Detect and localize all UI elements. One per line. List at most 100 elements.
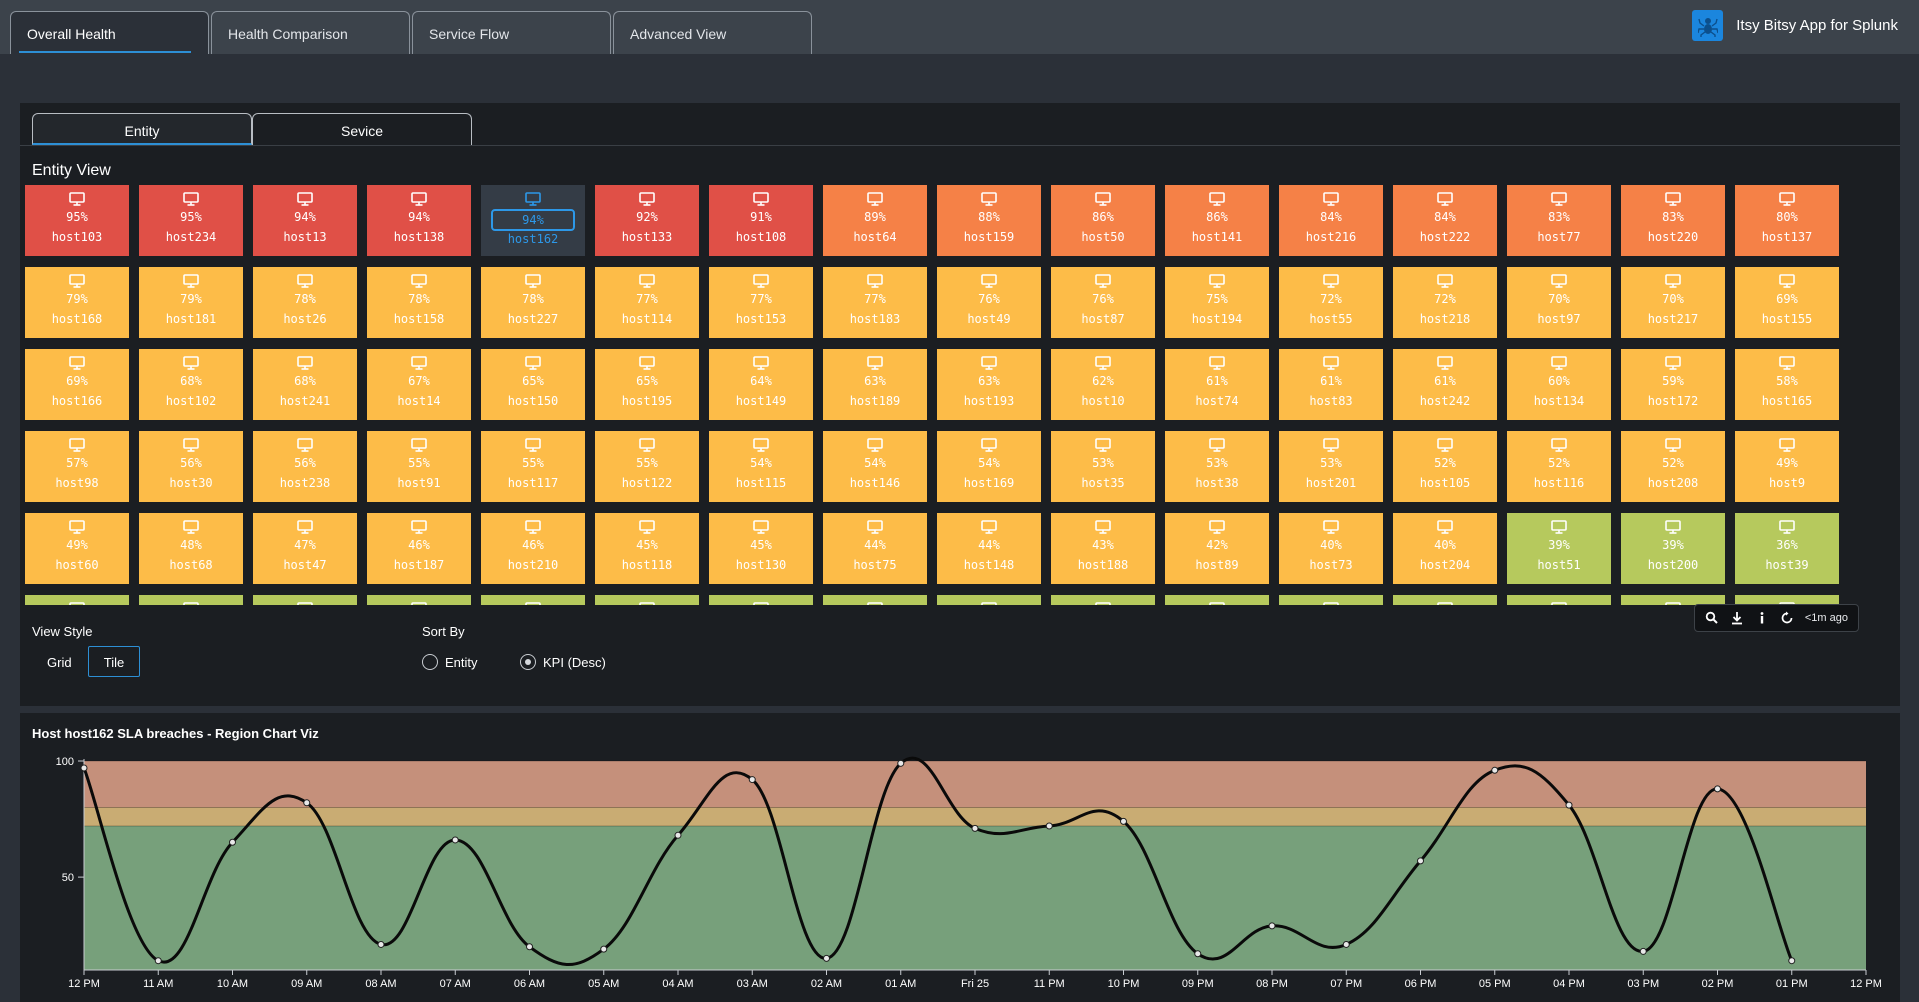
entity-tile-host242[interactable]: 61% host242: [1393, 349, 1497, 420]
sort-kpi-desc-radio[interactable]: KPI (Desc): [520, 654, 606, 670]
info-icon[interactable]: [1755, 611, 1769, 625]
entity-tile-host103[interactable]: 95% host103: [25, 185, 129, 256]
entity-tile-partial[interactable]: [1735, 595, 1839, 605]
entity-tile-host117[interactable]: 55% host117: [481, 431, 585, 502]
entity-tile-host166[interactable]: 69% host166: [25, 349, 129, 420]
entity-tile-host165[interactable]: 58% host165: [1735, 349, 1839, 420]
entity-tile-host238[interactable]: 56% host238: [253, 431, 357, 502]
entity-tile-host115[interactable]: 54% host115: [709, 431, 813, 502]
entity-tile-host168[interactable]: 79% host168: [25, 267, 129, 338]
entity-tile-host195[interactable]: 65% host195: [595, 349, 699, 420]
entity-tile-host208[interactable]: 52% host208: [1621, 431, 1725, 502]
entity-tile-host105[interactable]: 52% host105: [1393, 431, 1497, 502]
entity-tile-partial[interactable]: [139, 595, 243, 605]
entity-tile-partial[interactable]: [1279, 595, 1383, 605]
entity-tile-host194[interactable]: 75% host194: [1165, 267, 1269, 338]
entity-tile-host193[interactable]: 63% host193: [937, 349, 1041, 420]
entity-tile-host49[interactable]: 76% host49: [937, 267, 1041, 338]
entity-tile-host216[interactable]: 84% host216: [1279, 185, 1383, 256]
entity-tile-host50[interactable]: 86% host50: [1051, 185, 1155, 256]
entity-tile-host9[interactable]: 49% host9: [1735, 431, 1839, 502]
entity-tile-host83[interactable]: 61% host83: [1279, 349, 1383, 420]
entity-tile-host114[interactable]: 77% host114: [595, 267, 699, 338]
view-style-grid-button[interactable]: Grid: [47, 655, 72, 670]
entity-tile-host73[interactable]: 40% host73: [1279, 513, 1383, 584]
entity-tile-partial[interactable]: [1165, 595, 1269, 605]
search-icon[interactable]: [1705, 611, 1719, 625]
entity-tile-host183[interactable]: 77% host183: [823, 267, 927, 338]
entity-tile-host138[interactable]: 94% host138: [367, 185, 471, 256]
entity-tile-partial[interactable]: [1051, 595, 1155, 605]
entity-tile-host159[interactable]: 88% host159: [937, 185, 1041, 256]
entity-tile-partial[interactable]: [709, 595, 813, 605]
entity-tile-host222[interactable]: 84% host222: [1393, 185, 1497, 256]
entity-tile-host146[interactable]: 54% host146: [823, 431, 927, 502]
subtab-entity[interactable]: Entity: [32, 113, 252, 145]
entity-tile-host217[interactable]: 70% host217: [1621, 267, 1725, 338]
tab-overall-health[interactable]: Overall Health: [10, 11, 209, 54]
entity-tile-host87[interactable]: 76% host87: [1051, 267, 1155, 338]
entity-tile-host39[interactable]: 36% host39: [1735, 513, 1839, 584]
entity-tile-host38[interactable]: 53% host38: [1165, 431, 1269, 502]
view-style-tile-button[interactable]: Tile: [88, 646, 140, 677]
entity-tile-host133[interactable]: 92% host133: [595, 185, 699, 256]
entity-tile-host241[interactable]: 68% host241: [253, 349, 357, 420]
entity-tile-host187[interactable]: 46% host187: [367, 513, 471, 584]
entity-tile-host75[interactable]: 44% host75: [823, 513, 927, 584]
entity-tile-host210[interactable]: 46% host210: [481, 513, 585, 584]
tab-service-flow[interactable]: Service Flow: [412, 11, 611, 54]
entity-tile-host60[interactable]: 49% host60: [25, 513, 129, 584]
entity-tile-host234[interactable]: 95% host234: [139, 185, 243, 256]
entity-tile-host26[interactable]: 78% host26: [253, 267, 357, 338]
entity-tile-partial[interactable]: [1621, 595, 1725, 605]
entity-tile-host141[interactable]: 86% host141: [1165, 185, 1269, 256]
entity-tile-host227[interactable]: 78% host227: [481, 267, 585, 338]
download-icon[interactable]: [1730, 611, 1744, 625]
entity-tile-host98[interactable]: 57% host98: [25, 431, 129, 502]
entity-tile-host130[interactable]: 45% host130: [709, 513, 813, 584]
entity-tile-host30[interactable]: 56% host30: [139, 431, 243, 502]
entity-tile-host116[interactable]: 52% host116: [1507, 431, 1611, 502]
entity-tile-host102[interactable]: 68% host102: [139, 349, 243, 420]
entity-tile-host162[interactable]: 94% host162: [481, 185, 585, 256]
entity-tile-partial[interactable]: [595, 595, 699, 605]
entity-tile-host149[interactable]: 64% host149: [709, 349, 813, 420]
entity-tile-host153[interactable]: 77% host153: [709, 267, 813, 338]
entity-tile-host68[interactable]: 48% host68: [139, 513, 243, 584]
entity-tile-partial[interactable]: [1393, 595, 1497, 605]
entity-tile-host89[interactable]: 42% host89: [1165, 513, 1269, 584]
entity-tile-host118[interactable]: 45% host118: [595, 513, 699, 584]
entity-tile-host74[interactable]: 61% host74: [1165, 349, 1269, 420]
entity-tile-host204[interactable]: 40% host204: [1393, 513, 1497, 584]
entity-tile-host77[interactable]: 83% host77: [1507, 185, 1611, 256]
entity-tile-host220[interactable]: 83% host220: [1621, 185, 1725, 256]
entity-tile-host134[interactable]: 60% host134: [1507, 349, 1611, 420]
entity-tile-host13[interactable]: 94% host13: [253, 185, 357, 256]
entity-tile-host155[interactable]: 69% host155: [1735, 267, 1839, 338]
entity-tile-host150[interactable]: 65% host150: [481, 349, 585, 420]
entity-tile-host181[interactable]: 79% host181: [139, 267, 243, 338]
entity-tile-host122[interactable]: 55% host122: [595, 431, 699, 502]
entity-tile-host10[interactable]: 62% host10: [1051, 349, 1155, 420]
entity-tile-partial[interactable]: [367, 595, 471, 605]
entity-tile-partial[interactable]: [823, 595, 927, 605]
entity-tile-host97[interactable]: 70% host97: [1507, 267, 1611, 338]
entity-tile-host200[interactable]: 39% host200: [1621, 513, 1725, 584]
entity-tile-partial[interactable]: [481, 595, 585, 605]
entity-tile-host47[interactable]: 47% host47: [253, 513, 357, 584]
entity-tile-host91[interactable]: 55% host91: [367, 431, 471, 502]
tab-health-comparison[interactable]: Health Comparison: [211, 11, 410, 54]
entity-tile-host55[interactable]: 72% host55: [1279, 267, 1383, 338]
entity-tile-partial[interactable]: [253, 595, 357, 605]
entity-tile-host108[interactable]: 91% host108: [709, 185, 813, 256]
entity-tile-host169[interactable]: 54% host169: [937, 431, 1041, 502]
entity-tile-host158[interactable]: 78% host158: [367, 267, 471, 338]
tab-advanced-view[interactable]: Advanced View: [613, 11, 812, 54]
refresh-icon[interactable]: [1780, 611, 1794, 625]
entity-tile-host172[interactable]: 59% host172: [1621, 349, 1725, 420]
entity-tile-host64[interactable]: 89% host64: [823, 185, 927, 256]
entity-tile-host201[interactable]: 53% host201: [1279, 431, 1383, 502]
entity-tile-host218[interactable]: 72% host218: [1393, 267, 1497, 338]
radio-circle-selected[interactable]: [520, 654, 536, 670]
entity-tile-host51[interactable]: 39% host51: [1507, 513, 1611, 584]
